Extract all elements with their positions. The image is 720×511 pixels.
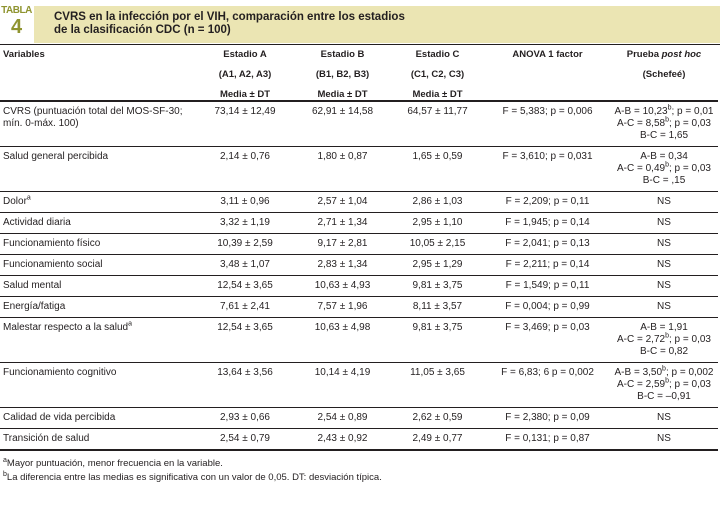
- posthoc-cell: NS: [657, 412, 671, 423]
- variable-cell: Calidad de vida percibida: [3, 412, 116, 423]
- data-table: Variables Estadio A (A1, A2, A3) Media ± D…: [0, 46, 718, 451]
- header-posthoc: Prueba post hoc (Schefeé): [626, 49, 702, 80]
- table-row: Salud general percibida 2,14 ± 0,76 1,80…: [0, 146, 718, 192]
- posthoc-cell: NS: [657, 301, 671, 312]
- estadio-c-cell: 1,65 ± 0,59: [412, 151, 463, 162]
- variable-cell: Funcionamiento social: [3, 259, 103, 270]
- anova-cell: F = 3,469; p = 0,03: [505, 322, 590, 333]
- estadio-a-cell: 12,54 ± 3,65: [217, 322, 273, 333]
- posthoc-cell: NS: [657, 280, 671, 291]
- estadio-c-cell: 2,95 ± 1,10: [412, 217, 463, 228]
- anova-cell: F = 6,83; 6 p = 0,002: [501, 367, 594, 378]
- anova-cell: F = 3,610; p = 0,031: [502, 151, 593, 162]
- posthoc-cell: NS: [657, 433, 671, 444]
- variable-cell: Dolora: [3, 194, 31, 207]
- estadio-a-cell: 3,48 ± 1,07: [220, 259, 270, 270]
- header-variables: Variables: [3, 49, 45, 60]
- estadio-c-cell: 2,86 ± 1,03: [412, 196, 463, 207]
- posthoc-cell: A-B = 0,34 A-C = 0,49b; p = 0,03 B-C = ,15: [617, 151, 711, 186]
- table-container: Variables Estadio A (A1, A2, A3) Media ± D…: [0, 46, 718, 485]
- anova-cell: F = 2,041; p = 0,13: [505, 238, 590, 249]
- anova-cell: F = 0,004; p = 0,99: [505, 301, 590, 312]
- estadio-b-cell: 10,14 ± 4,19: [314, 367, 371, 378]
- variable-cell: Funcionamiento físico: [3, 238, 101, 249]
- estadio-c-cell: 8,11 ± 3,57: [412, 301, 463, 312]
- table-row: Calidad de vida percibida 2,93 ± 0,66 2,…: [0, 407, 718, 429]
- anova-cell: F = 2,209; p = 0,11: [505, 196, 590, 207]
- table-row: Energía/fatiga 7,61 ± 2,41 7,57 ± 1,96 8…: [0, 296, 718, 318]
- table-title: CVRS en la infección por el VIH, compara…: [34, 6, 720, 43]
- estadio-b-cell: 2,71 ± 1,34: [317, 217, 368, 228]
- variable-cell: Transición de salud: [3, 433, 90, 444]
- estadio-a-cell: 13,64 ± 3,56: [217, 367, 273, 378]
- estadio-b-cell: 2,43 ± 0,92: [317, 433, 368, 444]
- estadio-a-cell: 73,14 ± 12,49: [214, 106, 276, 117]
- table-row: Malestar respecto a la saluda 12,54 ± 3,…: [0, 317, 718, 363]
- posthoc-cell: NS: [657, 196, 671, 207]
- estadio-a-cell: 3,32 ± 1,19: [220, 217, 270, 228]
- estadio-b-cell: 7,57 ± 1,96: [317, 301, 368, 312]
- header-row: Variables Estadio A (A1, A2, A3) Media ± D…: [0, 46, 718, 101]
- table-label: TABLA 4: [1, 5, 32, 38]
- estadio-c-cell: 9,81 ± 3,75: [412, 280, 463, 291]
- footnote: bLa diferencia entre las medias es signi…: [3, 470, 382, 483]
- footnotes: aMayor puntuación, menor frecuencia en l…: [0, 457, 718, 485]
- anova-cell: F = 0,131; p = 0,87: [505, 433, 590, 444]
- table-row: Funcionamiento cognitivo 13,64 ± 3,56 10…: [0, 362, 718, 408]
- estadio-a-cell: 2,14 ± 0,76: [220, 151, 270, 162]
- estadio-a-cell: 12,54 ± 3,65: [217, 280, 273, 291]
- variable-cell: Salud mental: [3, 280, 62, 291]
- footnote: aMayor puntuación, menor frecuencia en l…: [3, 456, 223, 469]
- estadio-b-cell: 2,83 ± 1,34: [317, 259, 368, 270]
- estadio-c-cell: 2,62 ± 0,59: [412, 412, 463, 423]
- table-row: Dolora 3,11 ± 0,96 2,57 ± 1,04 2,86 ± 1,…: [0, 191, 718, 213]
- variable-cell: Malestar respecto a la saluda: [3, 320, 132, 333]
- estadio-b-cell: 10,63 ± 4,93: [314, 280, 371, 291]
- estadio-b-cell: 2,57 ± 1,04: [317, 196, 368, 207]
- estadio-a-cell: 10,39 ± 2,59: [217, 238, 273, 249]
- estadio-a-cell: 2,93 ± 0,66: [220, 412, 270, 423]
- estadio-b-cell: 2,54 ± 0,89: [317, 412, 368, 423]
- anova-cell: F = 2,380; p = 0,09: [505, 412, 590, 423]
- table-row: Funcionamiento social 3,48 ± 1,07 2,83 ±…: [0, 254, 718, 276]
- anova-cell: F = 5,383; p = 0,006: [502, 106, 593, 117]
- table-row: CVRS (puntuación total del MOS-SF-30; mín…: [0, 101, 718, 147]
- estadio-b-cell: 1,80 ± 0,87: [317, 151, 368, 162]
- posthoc-cell: NS: [657, 217, 671, 228]
- anova-cell: F = 2,211; p = 0,14: [505, 259, 590, 270]
- estadio-a-cell: 2,54 ± 0,79: [220, 433, 270, 444]
- estadio-a-cell: 7,61 ± 2,41: [220, 301, 270, 312]
- posthoc-cell: NS: [657, 238, 671, 249]
- anova-cell: F = 1,549; p = 0,11: [505, 280, 590, 291]
- header-anova: ANOVA 1 factor: [512, 49, 583, 60]
- estadio-c-cell: 2,95 ± 1,29: [412, 259, 463, 270]
- estadio-c-cell: 9,81 ± 3,75: [412, 322, 463, 333]
- table-row: Funcionamiento físico 10,39 ± 2,59 9,17 …: [0, 233, 718, 255]
- table-row: Transición de salud 2,54 ± 0,79 2,43 ± 0…: [0, 428, 718, 451]
- posthoc-cell: A-B = 3,50b; p = 0,002 A-C = 2,59b; p = 0…: [614, 365, 714, 402]
- table-row: Salud mental 12,54 ± 3,65 10,63 ± 4,93 9…: [0, 275, 718, 297]
- estadio-b-cell: 62,91 ± 14,58: [311, 106, 374, 117]
- posthoc-cell: A-B = 10,23b; p = 0,01 A-C = 8,58b; p = 0…: [614, 104, 714, 141]
- estadio-b-cell: 9,17 ± 2,81: [317, 238, 368, 249]
- variable-cell: Salud general percibida: [3, 151, 109, 162]
- header-estadio-c: Estadio C (C1, C2, C3) Media ± DT: [410, 49, 465, 100]
- estadio-c-cell: 64,57 ± 11,77: [407, 106, 468, 117]
- posthoc-cell: A-B = 1,91 A-C = 2,72b; p = 0,03 B-C = 0,8…: [617, 322, 711, 357]
- posthoc-cell: NS: [657, 259, 671, 270]
- estadio-c-cell: 2,49 ± 0,77: [412, 433, 463, 444]
- estadio-c-cell: 11,05 ± 3,65: [410, 367, 465, 378]
- header-estadio-b: Estadio B (B1, B2, B3) Media ± DT: [315, 49, 370, 100]
- estadio-a-cell: 3,11 ± 0,96: [220, 196, 270, 207]
- anova-cell: F = 1,945; p = 0,14: [505, 217, 590, 228]
- estadio-b-cell: 10,63 ± 4,98: [314, 322, 371, 333]
- variable-cell: Energía/fatiga: [3, 301, 66, 312]
- variable-cell: CVRS (puntuación total del MOS-SF-30; mín…: [3, 106, 183, 129]
- variable-cell: Funcionamiento cognitivo: [3, 367, 117, 378]
- variable-cell: Actividad diaria: [3, 217, 71, 228]
- estadio-c-cell: 10,05 ± 2,15: [409, 238, 466, 249]
- header-estadio-a: Estadio A (A1, A2, A3) Media ± DT: [218, 49, 272, 100]
- table-row: Actividad diaria 3,32 ± 1,19 2,71 ± 1,34…: [0, 212, 718, 234]
- divider: [0, 44, 720, 45]
